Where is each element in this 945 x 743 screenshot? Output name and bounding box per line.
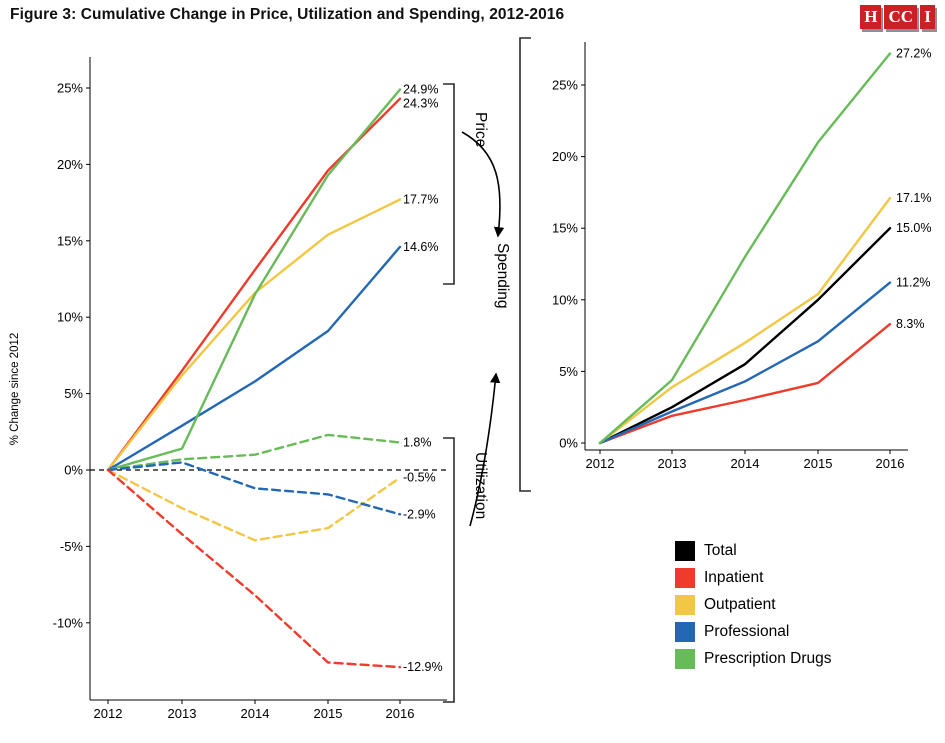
y-axis-label: % Change since 2012: [9, 332, 21, 446]
y-tick-label: 10%: [552, 292, 578, 307]
logo-letter-i: I: [920, 5, 935, 29]
y-tick-label: -10%: [53, 615, 84, 630]
series-line-prescription-drugs-price: [106, 88, 402, 472]
legend: Total Inpatient Outpatient Professional Pres…: [675, 537, 832, 672]
y-tick-label: 15%: [57, 233, 83, 248]
end-label-inpatient-utilization: -12.9%: [403, 660, 443, 674]
series-line-professional-utilization: [106, 461, 402, 516]
y-tick-label: 15%: [552, 221, 578, 236]
end-label-inpatient-price: 24.3%: [403, 97, 438, 111]
x-tick-label: 2013: [168, 706, 197, 721]
series-line-professional: [598, 281, 892, 445]
y-tick-label: 20%: [552, 149, 578, 164]
x-tick-label: 2015: [804, 456, 833, 471]
x-tick-label: 2015: [314, 706, 343, 721]
utilization-bracket: [443, 437, 455, 703]
series-line-inpatient-utilization: [106, 468, 402, 669]
price-annotation: Price: [472, 112, 489, 148]
end-label-prescription-drugs: 27.2%: [896, 46, 931, 60]
spending-bracket: [519, 37, 531, 492]
y-tick-label: 0%: [559, 436, 578, 451]
logo-letter-h: H: [860, 5, 882, 29]
legend-label: Professional: [704, 622, 790, 640]
x-tick-label: 2013: [658, 456, 687, 471]
x-tick-label: 2014: [731, 456, 760, 471]
chart-price-and-utilization: 25% 20% 15% 10% 5% 0% -5% -10% 2012 2013 2014 2015 2…: [53, 57, 447, 721]
legend-item-inpatient: Inpatient: [675, 564, 832, 591]
end-label-professional-utilization: -2.9%: [403, 507, 436, 521]
spending-annotation: Spending: [494, 243, 511, 309]
legend-label: Outpatient: [704, 595, 776, 613]
legend-swatch: [675, 621, 695, 642]
y-tick-label: 25%: [57, 81, 83, 96]
x-tick-label: 2012: [94, 706, 123, 721]
y-tick-label: 25%: [552, 78, 578, 93]
y-tick-label: 5%: [64, 386, 83, 401]
end-label-prescription-drugs-utilization: 1.8%: [403, 435, 432, 449]
x-tick-label: 2014: [241, 706, 270, 721]
hcci-logo: H CC I: [860, 5, 935, 29]
legend-item-prescription-drugs: Prescription Drugs: [675, 645, 832, 672]
x-tick-label: 2016: [876, 456, 905, 471]
y-tick-label: 20%: [57, 157, 83, 172]
legend-label: Inpatient: [704, 568, 764, 586]
end-label-professional: 11.2%: [896, 276, 931, 290]
y-tick-label: -5%: [60, 539, 84, 554]
series-line-outpatient: [598, 196, 892, 445]
logo-letter-cc: CC: [884, 5, 917, 29]
legend-label: Total: [704, 541, 737, 559]
series-line-prescription-drugs-utilization: [106, 433, 402, 472]
end-label-outpatient: 17.1%: [896, 191, 931, 205]
legend-swatch: [675, 648, 695, 669]
utilization-annotation: Utilization: [472, 452, 489, 520]
y-tick-label: 10%: [57, 310, 83, 325]
y-tick-label: 0%: [64, 463, 83, 478]
legend-swatch: [675, 540, 695, 561]
legend-item-outpatient: Outpatient: [675, 591, 832, 618]
legend-item-professional: Professional: [675, 618, 832, 645]
x-tick-label: 2012: [586, 456, 615, 471]
series-line-outpatient-utilization: [106, 468, 402, 542]
end-label-prescription-drugs-price: 24.9%: [403, 83, 438, 97]
chart-spending: 25% 20% 15% 10% 5% 0% 2012 2013 2014 2015 2016 27.2…: [552, 42, 931, 471]
series-line-total: [598, 226, 892, 445]
end-label-outpatient-utilization: -0.5%: [403, 471, 436, 485]
end-label-total: 15.0%: [896, 221, 931, 235]
end-label-outpatient-price: 17.7%: [403, 193, 438, 207]
legend-swatch: [675, 567, 695, 588]
series-line-prescription-drugs: [598, 52, 892, 445]
legend-item-total: Total: [675, 537, 832, 564]
end-label-professional-price: 14.6%: [403, 240, 438, 254]
y-tick-label: 5%: [559, 364, 578, 379]
x-tick-label: 2016: [386, 706, 415, 721]
series-line-inpatient: [598, 322, 892, 445]
figure-title: Figure 3: Cumulative Change in Price, Ut…: [10, 6, 565, 23]
utilization-to-spending-arrow: [469, 372, 501, 527]
end-label-inpatient: 8.3%: [896, 317, 925, 331]
legend-label: Prescription Drugs: [704, 649, 832, 667]
price-to-spending-arrow: [461, 131, 505, 238]
price-bracket: [443, 83, 455, 285]
legend-swatch: [675, 594, 695, 615]
series-line-professional-price: [106, 245, 402, 472]
